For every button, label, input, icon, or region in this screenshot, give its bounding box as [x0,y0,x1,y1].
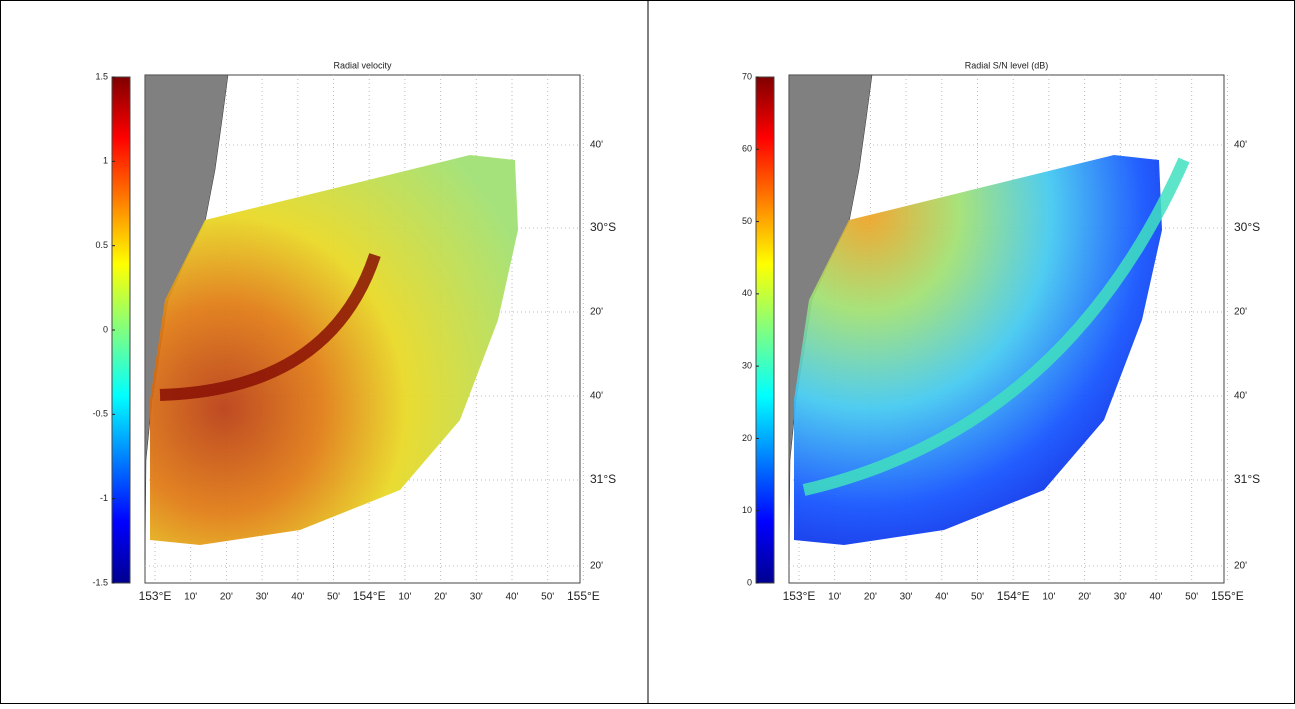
y-tick-label: 40' [590,391,603,402]
y-tick-label: 20' [590,307,603,318]
map-panel: 153°E 10' 20' 30' 40' 50' 154°E 10' 20' 30' 40' 50'… [92,60,616,603]
y-tick-label: 20' [590,561,603,572]
colorbar-tick-label: 1.5 [95,71,108,81]
x-tick-label: 20' [220,592,233,603]
y-tick-label: 31°S [1234,472,1260,486]
colorbar-tick-label: -1.5 [92,577,108,587]
y-tick-label: 40' [590,140,603,151]
x-tick-label: 20' [1078,592,1091,603]
panels: 153°E 10' 20' 30' 40' 50' 154°E 10' 20' 30' 40' 50'… [92,60,1260,603]
colorbar [755,76,775,584]
x-tick-label: 30' [256,592,269,603]
x-tick-label: 10' [184,592,197,603]
radar-field [794,155,1162,545]
arc-band [159,253,381,401]
x-tick-label: 20' [434,592,447,603]
arc-band [802,157,1190,496]
y-tick-label: 40' [1234,140,1247,151]
y-tick-label: 31°S [590,472,616,486]
colorbar-tick-label: 50 [742,216,752,226]
x-tick-label: 50' [541,592,554,603]
y-tick-label: 30°S [590,220,616,234]
panel-title: Radial S/N level (dB) [965,60,1049,70]
x-tick-label: 40' [505,592,518,603]
x-tick-label: 40' [935,592,948,603]
colorbar-tick-label: 40 [742,288,752,298]
y-tick-label: 20' [1234,307,1247,318]
y-tick-label: 30°S [1234,220,1260,234]
colorbar-tick-label: 1 [103,156,108,166]
colorbar-tick-label: 60 [742,144,752,154]
x-tick-label: 50' [971,592,984,603]
x-tick-label: 10' [398,592,411,603]
radar-field [150,155,518,545]
colorbar-tick-label: 0.5 [95,240,108,250]
colorbar-tick-label: 30 [742,361,752,371]
x-tick-label: 10' [1042,592,1055,603]
x-tick-label: 30' [900,592,913,603]
colorbar-tick-label: -1 [100,493,108,503]
x-tick-label: 30' [470,592,483,603]
colorbar-tick-label: 0 [747,577,752,587]
x-tick-label: 20' [864,592,877,603]
colorbar-tick-label: 70 [742,71,752,81]
x-tick-label: 40' [1149,592,1162,603]
map-panel: 153°E 10' 20' 30' 40' 50' 154°E 10' 20' 30' 40' 50'… [742,60,1260,603]
x-tick-label: 154°E [353,589,386,603]
x-tick-label: 153°E [783,589,816,603]
x-tick-label: 40' [291,592,304,603]
colorbar-tick-label: 0 [103,324,108,334]
x-tick-label: 10' [828,592,841,603]
colorbar-tick-label: 10 [742,505,752,515]
x-tick-label: 30' [1114,592,1127,603]
x-tick-label: 50' [1185,592,1198,603]
x-tick-label: 50' [327,592,340,603]
panel-title: Radial velocity [333,60,392,70]
colorbar-tick-label: -0.5 [92,409,108,419]
colorbar-tick-label: 20 [742,433,752,443]
x-tick-label: 155°E [1211,589,1244,603]
x-tick-label: 155°E [567,589,600,603]
y-tick-label: 20' [1234,561,1247,572]
x-tick-label: 153°E [139,589,172,603]
y-tick-label: 40' [1234,391,1247,402]
x-tick-label: 154°E [997,589,1030,603]
